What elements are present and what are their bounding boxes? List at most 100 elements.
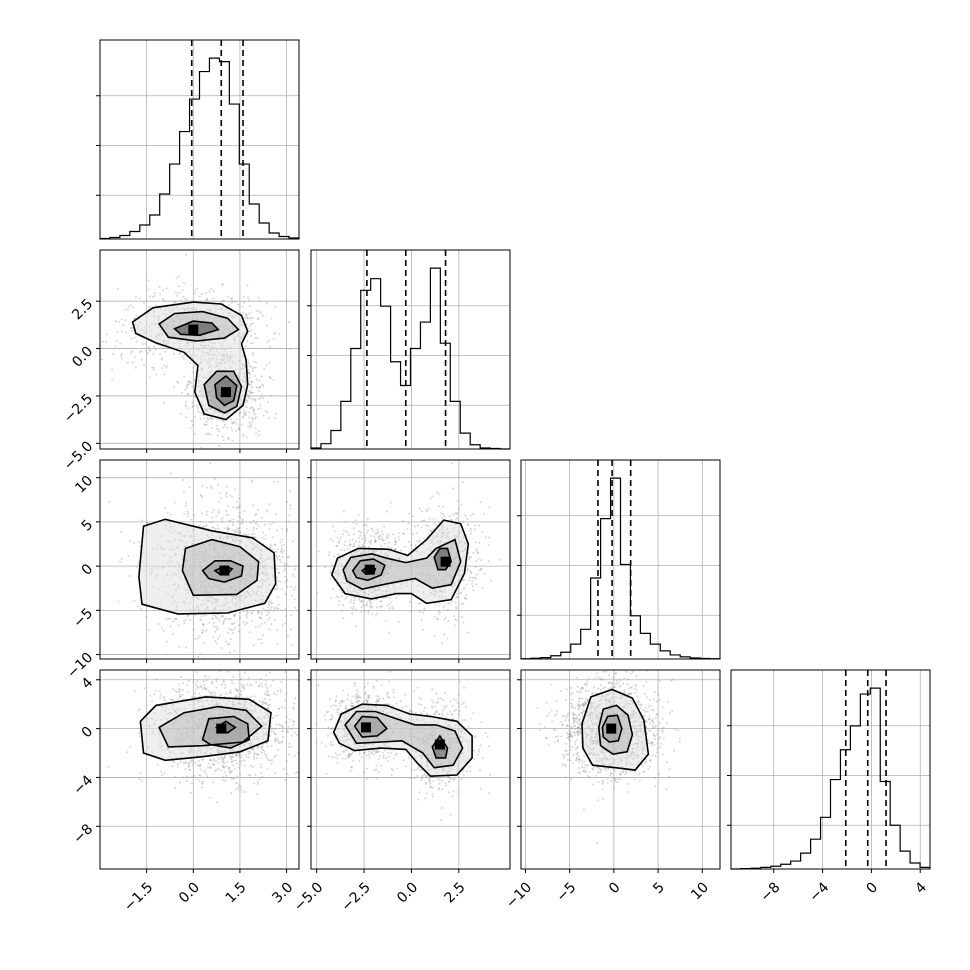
- scatter-point: [251, 351, 254, 354]
- scatter-point: [359, 534, 362, 537]
- scatter-point: [147, 288, 150, 291]
- scatter-point: [126, 361, 129, 364]
- scatter-point: [178, 645, 181, 648]
- scatter-point: [273, 332, 276, 335]
- scatter-point: [476, 550, 479, 553]
- scatter-point: [362, 524, 365, 527]
- scatter-point: [101, 358, 104, 361]
- scatter-point: [152, 352, 155, 355]
- scatter-point: [304, 583, 306, 585]
- scatter-point: [204, 614, 207, 617]
- scatter-point: [261, 536, 264, 539]
- scatter-point: [276, 587, 279, 589]
- scatter-point: [258, 300, 261, 303]
- scatter-point: [394, 541, 397, 544]
- scatter-point: [284, 564, 287, 567]
- scatter-point: [245, 399, 248, 402]
- scatter-point: [208, 765, 211, 768]
- scatter-point: [247, 390, 250, 393]
- scatter-point: [225, 495, 228, 498]
- scatter-point: [253, 752, 256, 755]
- scatter-point: [348, 539, 351, 542]
- scatter-point: [343, 544, 346, 546]
- scatter-point: [477, 524, 480, 527]
- scatter-point: [276, 558, 279, 561]
- scatter-point: [235, 430, 237, 433]
- scatter-point: [290, 585, 293, 588]
- scatter-point: [191, 763, 194, 766]
- scatter-point: [231, 422, 234, 425]
- scatter-point: [177, 275, 180, 278]
- scatter-point: [336, 553, 339, 556]
- scatter-point: [353, 599, 356, 602]
- scatter-point: [468, 578, 471, 581]
- scatter-point: [274, 513, 277, 516]
- scatter-point: [196, 685, 199, 688]
- scatter-point: [186, 614, 189, 617]
- scatter-point: [437, 610, 440, 612]
- scatter-point: [375, 606, 378, 609]
- scatter-point: [206, 299, 209, 301]
- scatter-point: [246, 616, 249, 619]
- scatter-point: [334, 530, 337, 533]
- scatter-point: [292, 573, 295, 576]
- scatter-point: [471, 582, 473, 585]
- scatter-point: [229, 772, 232, 774]
- scatter-point: [243, 764, 246, 767]
- scatter-point: [250, 619, 253, 622]
- scatter-point: [252, 504, 254, 507]
- scatter-point: [255, 309, 258, 312]
- scatter-point: [206, 416, 209, 419]
- scatter-point: [215, 801, 218, 804]
- scatter-point: [218, 659, 220, 661]
- scatter-point: [416, 524, 419, 527]
- scatter-point: [442, 606, 445, 609]
- scatter-point: [355, 625, 357, 628]
- scatter-point: [255, 416, 258, 419]
- scatter-point: [222, 779, 225, 782]
- scatter-point: [225, 493, 228, 496]
- scatter-point: [251, 322, 254, 325]
- scatter-point: [408, 512, 411, 515]
- scatter-point: [342, 617, 345, 620]
- scatter-point: [370, 527, 373, 530]
- scatter-point: [436, 618, 439, 620]
- scatter-point: [245, 345, 248, 348]
- scatter-point: [379, 600, 382, 603]
- scatter-point: [238, 412, 241, 415]
- scatter-point: [274, 739, 277, 742]
- density-panel-3-0: [96, 669, 300, 873]
- scatter-point: [136, 605, 139, 608]
- scatter-point: [385, 596, 388, 599]
- scatter-point: [269, 545, 272, 548]
- scatter-point: [201, 632, 204, 635]
- scatter-point: [247, 397, 250, 400]
- scatter-point: [222, 615, 225, 617]
- scatter-point: [250, 683, 253, 686]
- scatter-point: [251, 417, 254, 420]
- scatter-point: [267, 708, 270, 711]
- scatter-point: [475, 548, 478, 551]
- scatter-point: [465, 598, 468, 600]
- scatter-point: [286, 585, 289, 588]
- scatter-point: [129, 303, 132, 306]
- scatter-point: [135, 340, 138, 343]
- scatter-point: [265, 701, 268, 704]
- scatter-point: [249, 407, 252, 410]
- scatter-point: [331, 564, 334, 566]
- scatter-point: [183, 622, 186, 625]
- scatter-point: [349, 543, 352, 546]
- scatter-point: [369, 601, 372, 604]
- histogram-step: [310, 267, 510, 450]
- scatter-point: [303, 581, 305, 583]
- scatter-point: [241, 522, 244, 524]
- scatter-point: [241, 685, 244, 688]
- scatter-point: [221, 520, 224, 523]
- scatter-point: [283, 569, 285, 572]
- scatter-point: [294, 606, 297, 609]
- scatter-point: [131, 329, 133, 332]
- scatter-point: [253, 399, 256, 402]
- scatter-point: [181, 289, 184, 292]
- scatter-point: [344, 540, 347, 543]
- scatter-point: [361, 544, 364, 547]
